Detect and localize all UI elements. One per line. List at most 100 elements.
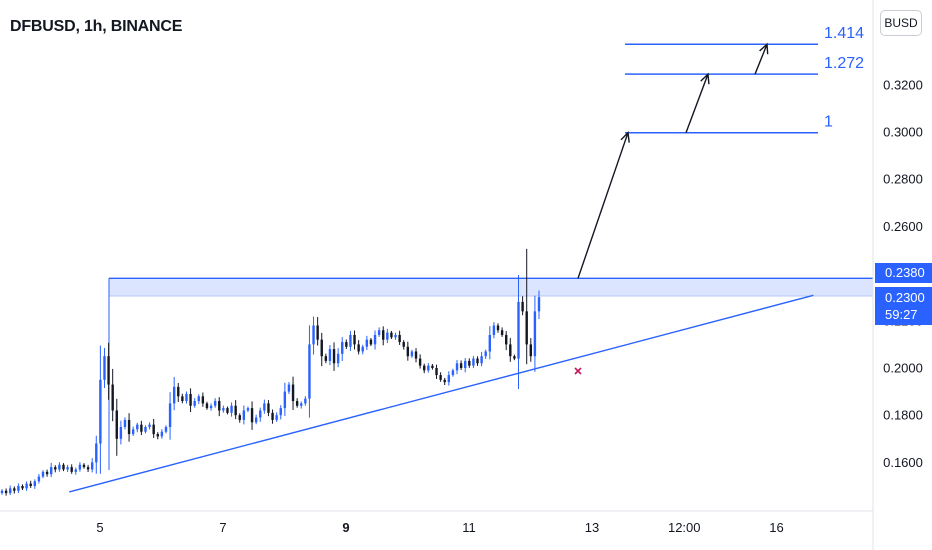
candle-body	[308, 344, 311, 399]
candle-body	[37, 476, 41, 482]
candle-body	[484, 351, 487, 357]
candle-body	[148, 424, 151, 427]
fib-extension-levels[interactable]: 1 1.272 1.414	[625, 25, 864, 134]
candle-body	[242, 410, 246, 420]
time-axis[interactable]: 5 7 9 11 13 12:00 16	[96, 520, 783, 535]
bar-countdown: 59:27	[885, 307, 918, 322]
candle-body	[447, 375, 451, 383]
candle-body	[455, 363, 459, 371]
time-tick-label: 9	[342, 520, 349, 535]
candle-body	[90, 462, 94, 470]
projection-arrow[interactable]	[685, 72, 710, 133]
candle-body	[390, 332, 393, 338]
candle-body	[144, 427, 147, 432]
candle-body	[521, 301, 524, 312]
candle-body	[160, 431, 164, 437]
candle-body	[291, 384, 295, 402]
candle-body	[78, 464, 82, 470]
candle-body	[213, 401, 217, 406]
ascending-trendline[interactable]	[69, 294, 814, 493]
candle-body	[250, 408, 254, 423]
projection-arrow[interactable]	[754, 42, 769, 75]
candle-body	[476, 358, 479, 364]
candle-body	[168, 403, 172, 427]
candle-body	[316, 325, 319, 340]
candle-body	[513, 356, 516, 359]
price-tick-label: 0.2600	[883, 219, 923, 234]
candle-body	[197, 396, 200, 402]
candle-body	[517, 301, 520, 359]
candle-body	[472, 358, 475, 366]
candle-body	[533, 311, 537, 357]
candle-body	[99, 379, 102, 444]
resistance-zone[interactable]	[108, 277, 874, 297]
projection-arrows[interactable]	[577, 42, 769, 279]
candle-body	[74, 469, 77, 472]
candle-body	[205, 403, 209, 409]
candle-body	[267, 403, 270, 413]
candle-body	[86, 467, 90, 470]
last-price-value: 0.2300	[885, 290, 925, 305]
candle-body	[82, 464, 86, 468]
candle-body	[496, 325, 500, 331]
candle-body	[468, 360, 471, 366]
candle-body	[58, 464, 61, 470]
time-tick-label: 12:00	[668, 520, 701, 535]
candle-body	[127, 419, 131, 435]
candle-body	[312, 325, 315, 345]
candle-body	[66, 467, 69, 470]
candle-body	[209, 405, 213, 409]
candle-body	[29, 483, 32, 486]
candle-body	[41, 471, 45, 477]
resistance-price-value: 0.2380	[885, 265, 925, 280]
candle-body	[164, 427, 168, 432]
candle-body	[295, 401, 299, 406]
cross-marker-icon	[574, 367, 582, 375]
price-tick-label: 0.3000	[883, 125, 923, 140]
time-tick-label: 16	[769, 520, 783, 535]
candle-body	[369, 339, 373, 345]
candle-body	[0, 490, 4, 494]
candle-body	[505, 334, 508, 345]
candle-body	[152, 424, 155, 435]
candle-body	[33, 481, 36, 486]
time-tick-label: 13	[585, 520, 599, 535]
price-tick-label: 0.3200	[883, 77, 923, 92]
candle-body	[226, 408, 229, 413]
candle-body	[111, 384, 114, 411]
candle-body	[140, 424, 143, 432]
candle-body	[386, 332, 389, 340]
candle-body	[181, 396, 184, 402]
candle-body	[382, 330, 385, 340]
candle-body	[107, 356, 110, 385]
candle-body	[54, 467, 57, 470]
candle-body	[480, 356, 483, 364]
last-price-tag: 0.2300 59:27	[875, 287, 932, 325]
candle-body	[45, 471, 49, 475]
price-tick-label: 0.1600	[883, 455, 923, 470]
candle-body	[357, 344, 360, 352]
candle-body	[300, 403, 303, 406]
candle-body	[431, 365, 434, 368]
symbol-title: DFBUSD, 1h, BINANCE	[10, 18, 183, 35]
projection-arrow[interactable]	[577, 131, 630, 279]
candle-body	[119, 427, 123, 439]
candle-body	[123, 419, 127, 427]
fib-level-label: 1.414	[824, 25, 864, 42]
candle-body	[439, 375, 442, 380]
candle-body	[172, 386, 176, 404]
candle-body	[189, 393, 192, 406]
candle-body	[238, 415, 241, 420]
candle-body	[414, 351, 418, 359]
candle-body	[103, 356, 106, 380]
currency-button[interactable]: BUSD	[880, 10, 922, 36]
candle-body	[136, 424, 139, 430]
candle-body	[25, 483, 28, 489]
candle-body	[185, 393, 188, 402]
candle-body	[4, 490, 8, 494]
candle-body	[341, 342, 344, 354]
candle-body	[353, 334, 356, 345]
candle-body	[320, 339, 323, 357]
candle-body	[423, 365, 426, 371]
